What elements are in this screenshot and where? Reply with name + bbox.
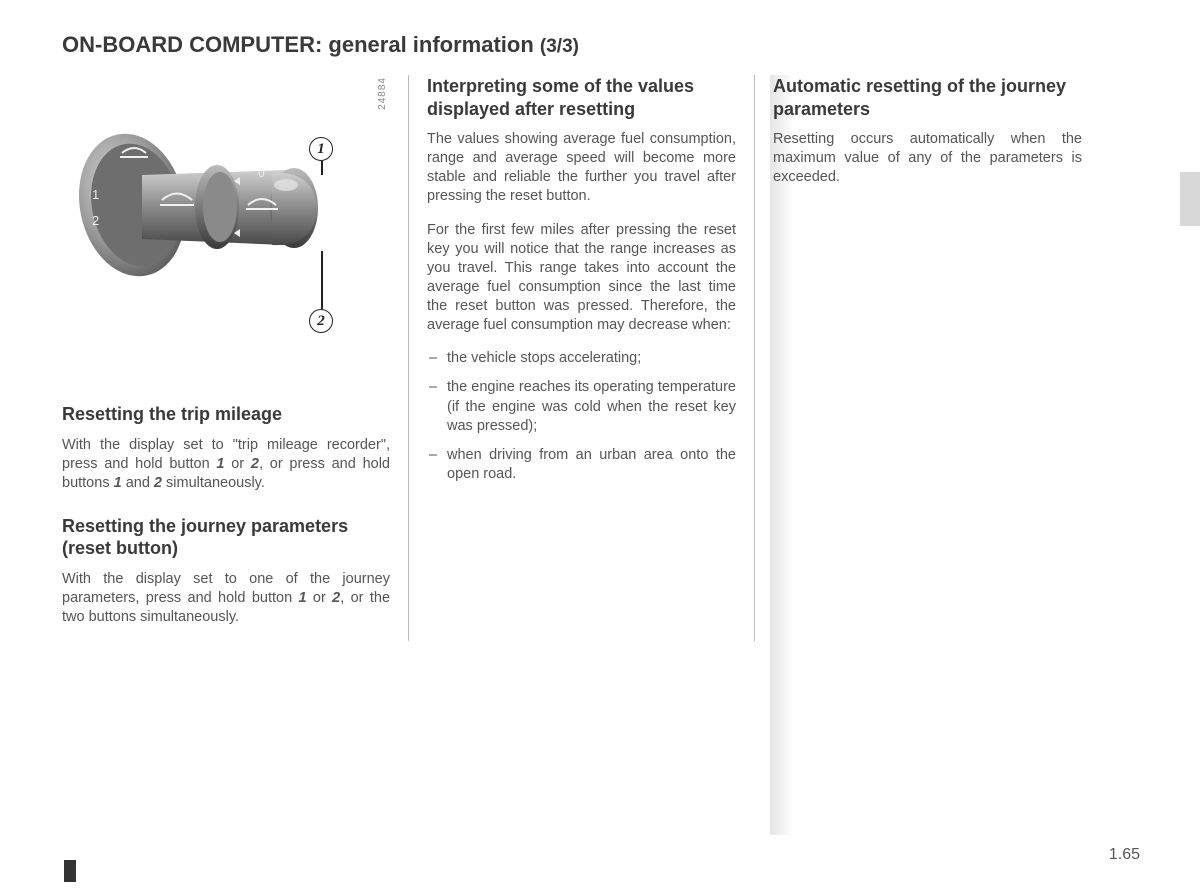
side-tab <box>1180 172 1200 226</box>
stalk-illustration: 1 2 0 <box>62 75 342 295</box>
col2-list: the vehicle stops accelerating; the engi… <box>427 349 736 484</box>
b: 1 <box>298 590 306 606</box>
t: or <box>224 456 250 472</box>
col1-para-1: With the display set to "trip mileage re… <box>62 436 390 493</box>
col2-heading: Interpreting some of the values displaye… <box>427 75 736 120</box>
svg-text:2: 2 <box>92 213 99 228</box>
callout-1: 1 <box>309 137 333 161</box>
title-main: ON-BOARD COMPUTER: general information <box>62 32 540 57</box>
b: 2 <box>251 456 259 472</box>
col2-para-2: For the first few miles after pressing t… <box>427 221 736 336</box>
b: 2 <box>154 475 162 491</box>
content-columns: 24884 <box>62 75 1152 641</box>
col2-para-1: The values showing average fuel consumpt… <box>427 130 736 207</box>
image-code: 24884 <box>377 77 388 110</box>
footer-mark <box>64 860 76 882</box>
svg-text:0: 0 <box>258 166 265 180</box>
title-sub: (3/3) <box>540 36 579 57</box>
col3-heading: Automatic resetting of the journey param… <box>773 75 1082 120</box>
list-item: when driving from an urban area onto the… <box>427 446 736 484</box>
callout-line-2 <box>321 251 323 309</box>
column-2: Interpreting some of the values displaye… <box>408 75 754 641</box>
list-item: the engine reaches its operating tempera… <box>427 378 736 435</box>
t: or <box>307 590 333 606</box>
callout-line-1 <box>321 161 323 175</box>
list-item: the vehicle stops accelerating; <box>427 349 736 368</box>
page-number: 1.65 <box>1109 846 1140 864</box>
column-3: Automatic resetting of the journey param… <box>754 75 1100 641</box>
callout-2: 2 <box>309 309 333 333</box>
t: and <box>122 475 154 491</box>
col1-heading-1: Resetting the trip mileage <box>62 403 390 426</box>
col1-para-2: With the display set to one of the journ… <box>62 570 390 627</box>
col1-heading-2: Resetting the journey parameters (reset … <box>62 515 390 560</box>
b: 1 <box>114 475 122 491</box>
page-title: ON-BOARD COMPUTER: general information (… <box>62 32 579 58</box>
svg-text:1: 1 <box>92 187 99 202</box>
column-1: 24884 <box>62 75 408 641</box>
t: simultaneously. <box>162 475 265 491</box>
col3-para-1: Resetting occurs automatically when the … <box>773 130 1082 187</box>
stalk-image-block: 24884 <box>62 75 382 363</box>
